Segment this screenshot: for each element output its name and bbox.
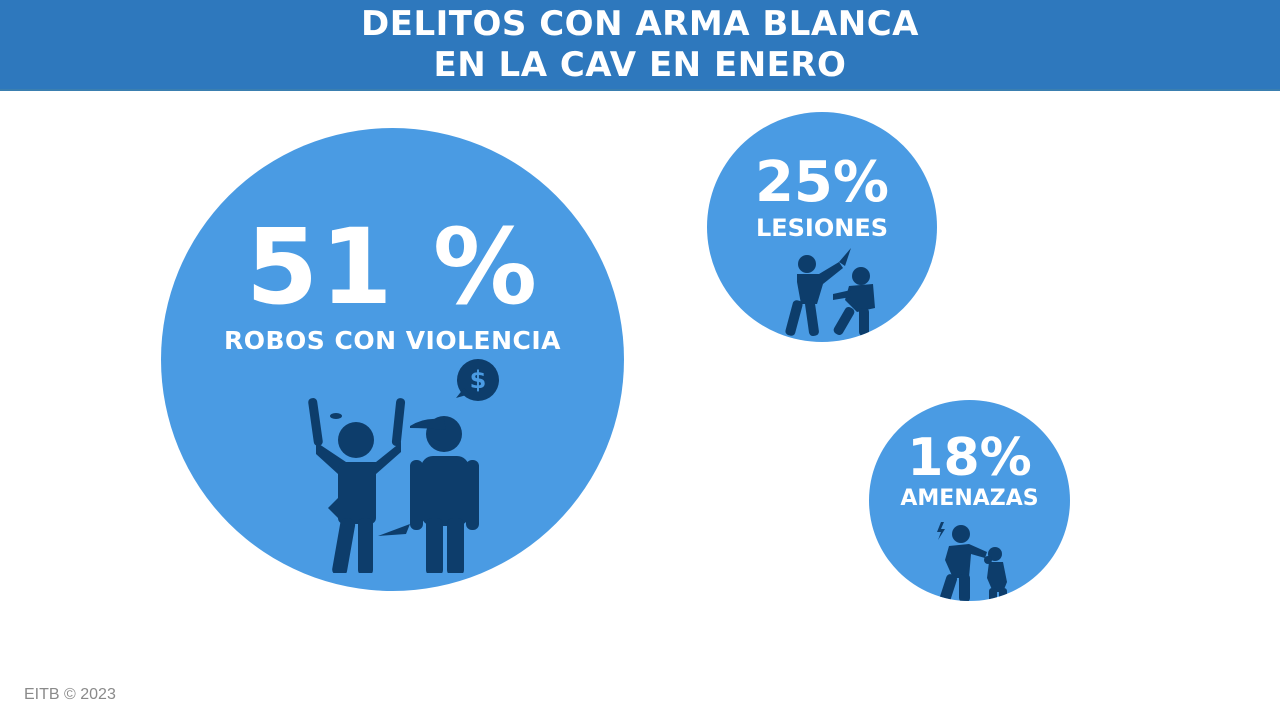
stat-label: LESIONES [755,214,889,242]
stat-label: AMENAZAS [900,486,1039,511]
stat-value: 25% [754,150,890,215]
copyright-credit: EITB © 2023 [24,686,116,703]
stat-value: 18% [907,428,1032,488]
threat-icon [937,522,1007,601]
assault-icon [785,248,875,337]
stat-bubble-robos: 51 % ROBOS CON VIOLENCIA [161,128,624,591]
title-banner: DELITOS CON ARMA BLANCA EN LA CAV EN ENE… [0,0,1280,91]
stat-bubble-lesiones: 25% LESIONES [707,112,937,342]
title-line-1: DELITOS CON ARMA BLANCA [361,3,919,44]
robbery-icon: $ [308,359,499,573]
stat-label: ROBOS CON VIOLENCIA [223,326,562,355]
svg-text:$: $ [470,366,487,394]
title-line-2: EN LA CAV EN ENERO [433,44,847,85]
stat-value: 51 % [245,206,540,328]
stat-bubble-amenazas: 18% AMENAZAS [869,400,1070,601]
